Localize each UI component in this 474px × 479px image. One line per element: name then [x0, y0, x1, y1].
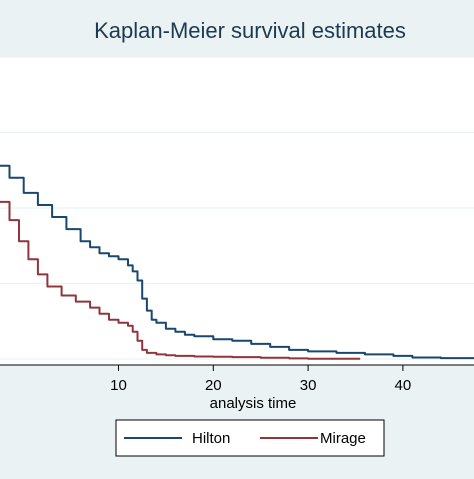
x-tick-label-40: 40 — [395, 377, 412, 394]
legend-box — [115, 419, 385, 457]
series-line-hilton — [0, 164, 474, 360]
x-tick-label-30: 30 — [300, 377, 317, 394]
chart-title: Kaplan-Meier survival estimates — [94, 18, 406, 43]
legend-label-mirage: Mirage — [320, 430, 366, 447]
x-axis-label: analysis time — [210, 395, 297, 412]
legend: Hilton Mirage — [115, 419, 385, 457]
x-ticks: 10 20 30 40 — [110, 365, 411, 394]
plot-area — [0, 57, 474, 365]
x-tick-label-20: 20 — [205, 377, 222, 394]
series-line-mirage — [0, 200, 361, 360]
series-layer — [0, 164, 474, 360]
x-tick-label-10: 10 — [110, 377, 127, 394]
legend-entries: Hilton Mirage — [124, 430, 366, 447]
gridlines — [0, 56, 474, 360]
legend-label-hilton: Hilton — [192, 430, 230, 447]
